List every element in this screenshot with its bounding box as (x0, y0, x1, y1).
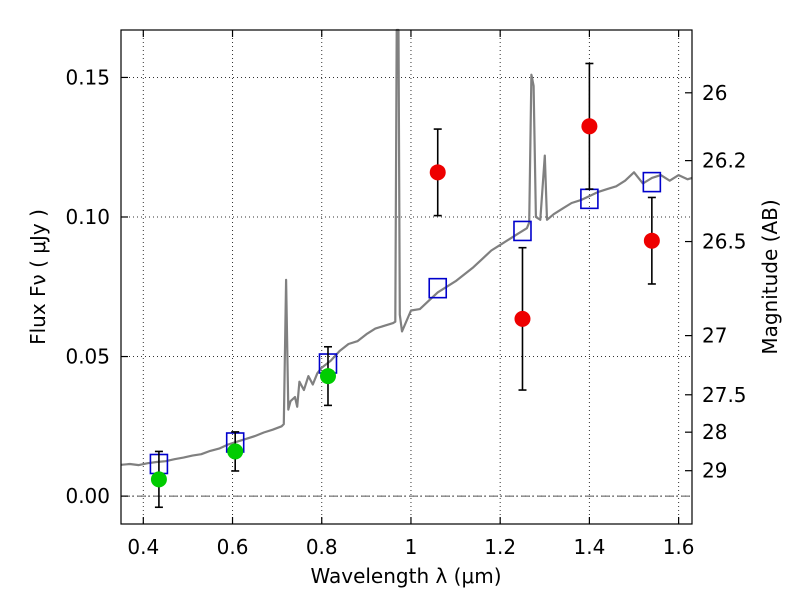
observed-flux-point (429, 164, 446, 181)
y-axis-title: Flux Fν ( μJy ) (26, 209, 50, 345)
model-flux-square (513, 220, 532, 242)
observed-flux-point (581, 118, 598, 135)
spectrum-line (120, 28, 693, 467)
x-tick-label: 1.6 (663, 535, 695, 559)
spectrum-series (120, 28, 693, 467)
y-axis-right-title: Magnitude (AB) (758, 199, 782, 354)
y-axis-left: 0.00 0.05 0.10 0.15 (65, 65, 128, 508)
observed-photometry-series (150, 62, 660, 509)
x-tick-label: 0.8 (306, 535, 338, 559)
x-axis-title: Wavelength λ (μm) (310, 564, 501, 588)
x-tick-label: 1.4 (573, 535, 605, 559)
right-tick-label: 26 (702, 81, 727, 105)
right-tick-label: 26.2 (702, 149, 747, 173)
x-tick-label: 1 (405, 535, 418, 559)
observed-flux-point (514, 310, 531, 327)
x-tick-label: 0.6 (217, 535, 249, 559)
x-tick-label: 1.2 (484, 535, 516, 559)
plot-frame (120, 29, 693, 525)
grid (121, 30, 692, 524)
model-flux-square (642, 171, 662, 193)
y-tick-label: 0.00 (65, 484, 110, 508)
y-tick-label: 0.10 (65, 205, 110, 229)
right-tick-label: 27.5 (702, 383, 747, 407)
x-axis: 0.4 0.6 0.8 1 1.2 1.4 1.6 (127, 30, 695, 559)
model-flux-square (428, 277, 448, 299)
observed-flux-point (643, 232, 660, 249)
observed-flux-point (319, 368, 336, 385)
right-tick-label: 26.5 (702, 230, 747, 254)
x-tick-label: 0.4 (127, 535, 159, 559)
observed-flux-point (227, 443, 244, 460)
right-tick-label: 28 (702, 420, 727, 444)
right-tick-label: 29 (702, 459, 727, 483)
right-tick-label: 27 (702, 324, 727, 348)
y-tick-label: 0.15 (65, 65, 110, 89)
y-tick-label: 0.05 (65, 345, 110, 369)
observed-flux-point (150, 471, 167, 488)
y-axis-right: 26 26.2 26.5 27 27.5 28 29 (685, 81, 747, 483)
